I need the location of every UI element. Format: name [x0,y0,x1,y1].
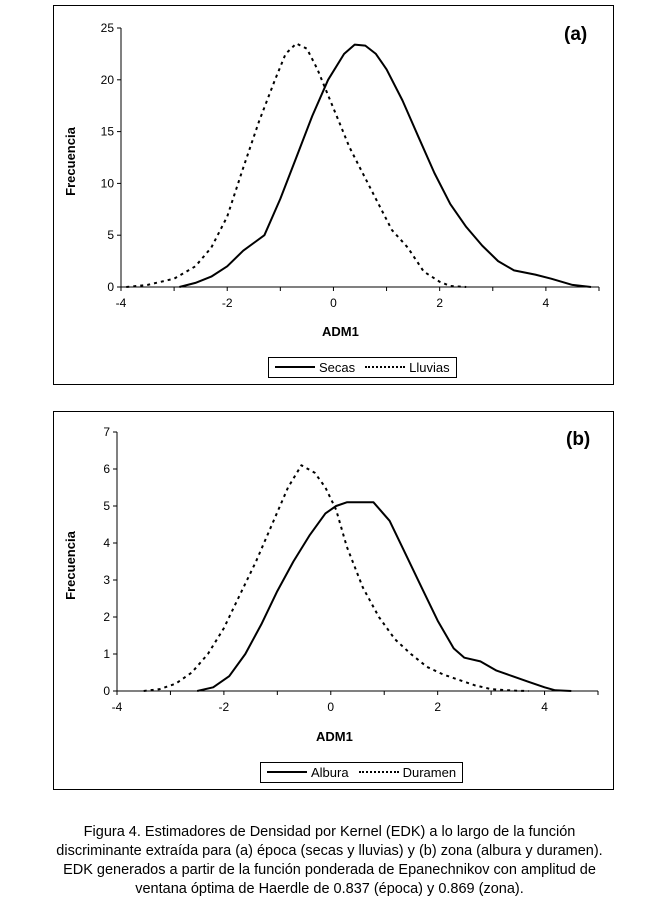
x-tick-label: 2 [436,296,443,310]
figure-caption: Figura 4. Estimadores de Densidad por Ke… [0,823,659,899]
x-tick-label: -2 [219,700,230,714]
y-tick-label: 1 [103,647,110,661]
chart-b-ylabel: Frecuencia [62,531,78,600]
chart-b-legend: Albura Duramen [260,762,464,783]
legend-swatch-dotted [358,770,399,775]
chart-a-ylabel: Frecuencia [62,127,78,196]
legend-swatch-dotted [365,365,406,370]
y-tick-label: 20 [101,73,115,87]
chart-a-xlabel: ADM1 [322,324,359,339]
series-line-albura [196,501,572,692]
x-tick-label: -4 [116,296,127,310]
x-tick-label: -4 [112,700,123,714]
x-tick-label: -2 [222,296,233,310]
legend-swatch-solid [267,770,307,775]
caption-line: ventana óptima de Haerdle de 0.837 (époc… [135,881,524,897]
y-tick-label: 4 [103,536,110,550]
legend-entry-secas: Secas [275,360,355,375]
legend-label-duramen: Duramen [402,765,457,780]
chart-b-plot: 0 1 2 3 4 5 6 7 -4 -2 0 2 4 [103,425,599,714]
chart-a-legend: Secas Lluvias [268,357,457,378]
legend-entry-duramen: Duramen [358,765,457,780]
y-tick-label: 0 [107,280,114,294]
y-tick-label: 25 [101,21,115,35]
y-tick-label: 5 [103,499,110,513]
caption-line: discriminante extraída para (a) época (s… [56,843,603,859]
series-line-lluvias [126,42,467,288]
caption-line: Figura 4. Estimadores de Densidad por Ke… [83,824,576,840]
y-tick-label: 6 [103,462,110,476]
legend-label-lluvias: Lluvias [409,360,450,375]
caption-line: EDK generados a partir de la función pon… [63,862,596,878]
y-tick-label: 0 [103,684,110,698]
legend-entry-albura: Albura [267,765,349,780]
y-tick-label: 10 [101,176,115,190]
x-tick-label: 0 [327,700,334,714]
chart-b-panel-label: (b) [566,429,591,450]
y-tick-label: 15 [101,125,115,139]
chart-b-xlabel: ADM1 [316,729,353,744]
chart-a-plot: 0 5 10 15 20 25 -4 -2 0 2 4 [101,21,600,310]
y-tick-label: 7 [103,425,110,439]
x-tick-label: 0 [330,296,337,310]
legend-label-albura: Albura [311,765,349,780]
x-tick-label: 4 [541,700,548,714]
series-line-secas [179,43,592,288]
chart-panel-a: 0 5 10 15 20 25 -4 -2 0 2 4 Frecuencia ADM1 (a) Se… [53,5,614,385]
chart-panel-b: 0 1 2 3 4 5 6 7 -4 -2 0 2 4 Frecuencia ADM1 (b) Albu… [53,411,614,790]
y-tick-label: 3 [103,573,110,587]
legend-entry-lluvias: Lluvias [365,360,450,375]
y-tick-label: 2 [103,610,110,624]
x-tick-label: 4 [543,296,550,310]
y-tick-label: 5 [107,228,114,242]
x-tick-label: 2 [434,700,441,714]
legend-swatch-solid [275,365,315,370]
chart-a-panel-label: (a) [564,24,588,45]
series-line-duramen [143,464,529,692]
legend-label-secas: Secas [319,360,356,375]
